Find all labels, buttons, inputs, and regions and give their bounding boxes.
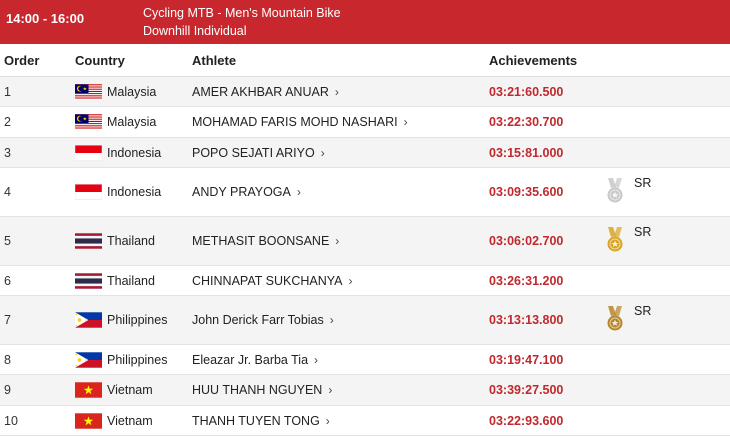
achievement-time: 03:21:60.500 [489, 84, 564, 99]
event-title-line2: Downhill Individual [143, 24, 247, 38]
philippines-flag-icon [75, 312, 102, 328]
record-label: SR [634, 304, 652, 318]
chevron-right-icon[interactable]: › [335, 234, 340, 248]
indonesia-flag-icon [75, 184, 102, 200]
athlete-link[interactable]: CHINNAPAT SUKCHANYA › [192, 274, 353, 288]
athlete-name: POPO SEJATI ARIYO [192, 145, 315, 160]
chevron-right-icon[interactable]: › [329, 313, 334, 327]
row-order: 9 [4, 383, 11, 397]
chevron-right-icon[interactable]: › [325, 413, 330, 428]
silver-medal-icon [605, 178, 625, 204]
athlete-link[interactable]: POPO SEJATI ARIYO › [192, 146, 325, 160]
row-order: 5 [4, 234, 11, 248]
event-time: 14:00 - 16:00 [6, 11, 85, 26]
table-row[interactable]: 9 Vietnam HUU THANH NGUYEN › 03:39:27.500 [0, 375, 730, 406]
column-achievements: Achievements [489, 53, 578, 68]
athlete-name: AMER AKHBAR ANUAR [192, 84, 329, 99]
achievement-time: 03:26:31.200 [489, 273, 564, 288]
thailand-flag-icon [75, 233, 102, 249]
results-table-header: Order Country Athlete Achievements [0, 44, 730, 77]
athlete-link[interactable]: Eleazar Jr. Barba Tia › [192, 353, 318, 367]
table-row[interactable]: 6 Thailand CHINNAPAT SUKCHANYA › 03:26:31.20… [0, 266, 730, 296]
row-order: 10 [4, 413, 18, 428]
row-country: Philippines [107, 352, 168, 367]
chevron-right-icon[interactable]: › [348, 273, 353, 288]
athlete-name: HUU THANH NGUYEN [192, 383, 323, 397]
row-country: Philippines [107, 313, 168, 327]
achievement-time: 03:15:81.000 [489, 145, 564, 160]
achievement-time: 03:22:30.700 [489, 115, 564, 129]
row-country: Vietnam [107, 413, 153, 428]
table-row[interactable]: 7 Philippines John Derick Farr Tobias › 03:1… [0, 296, 730, 345]
athlete-link[interactable]: METHASIT BOONSANE › [192, 234, 339, 248]
chevron-right-icon[interactable]: › [403, 115, 408, 129]
row-order: 8 [4, 352, 11, 367]
malaysia-flag-icon [75, 114, 102, 130]
achievement-time: 03:06:02.700 [489, 234, 564, 248]
row-country: Indonesia [107, 145, 162, 160]
results-table-body: 1 Malaysia AMER AKHBAR ANUAR › 03:21:60.500 2… [0, 77, 730, 436]
row-order: 2 [4, 115, 11, 129]
athlete-name: ANDY PRAYOGA [192, 185, 291, 199]
athlete-name: MOHAMAD FARIS MOHD NASHARI [192, 115, 398, 129]
row-country: Vietnam [107, 383, 153, 397]
vietnam-flag-icon [75, 382, 102, 398]
indonesia-flag-icon [75, 144, 102, 161]
chevron-right-icon[interactable]: › [328, 383, 333, 397]
table-row[interactable]: 5 Thailand METHASIT BOONSANE › 03:06:02.700 S… [0, 217, 730, 266]
achievement-time: 03:19:47.100 [489, 352, 564, 367]
event-title-line1: Cycling MTB - Men's Mountain Bike [143, 6, 341, 20]
row-country: Indonesia [107, 185, 162, 199]
bronze-medal-icon [605, 306, 625, 332]
event-header: 14:00 - 16:00 Cycling MTB - Men's Mounta… [0, 0, 730, 44]
gold-medal-icon [605, 227, 625, 253]
athlete-link[interactable]: THANH TUYEN TONG › [192, 414, 330, 428]
row-country: Thailand [107, 273, 155, 288]
column-order: Order [4, 53, 40, 68]
chevron-right-icon[interactable]: › [314, 352, 319, 367]
thailand-flag-icon [75, 272, 102, 289]
vietnam-flag-icon [75, 412, 102, 429]
row-order: 7 [4, 313, 11, 327]
athlete-link[interactable]: MOHAMAD FARIS MOHD NASHARI › [192, 115, 408, 129]
table-row[interactable]: 8 Philippines Eleazar Jr. Barba Tia › 03:19:… [0, 345, 730, 375]
column-country: Country [75, 53, 125, 68]
record-label: SR [634, 176, 652, 190]
athlete-link[interactable]: AMER AKHBAR ANUAR › [192, 85, 339, 99]
row-country: Malaysia [107, 84, 157, 99]
chevron-right-icon[interactable]: › [296, 185, 301, 199]
row-order: 1 [4, 84, 11, 99]
athlete-name: METHASIT BOONSANE [192, 234, 330, 248]
chevron-right-icon[interactable]: › [334, 84, 339, 99]
column-athlete: Athlete [192, 53, 237, 68]
philippines-flag-icon [75, 351, 102, 368]
table-row[interactable]: 10 Vietnam THANH TUYEN TONG › 03:22:93.600 [0, 406, 730, 436]
event-title: Cycling MTB - Men's Mountain Bike Downhi… [143, 4, 341, 40]
achievement-time: 03:09:35.600 [489, 185, 564, 199]
row-order: 4 [4, 185, 11, 199]
athlete-link[interactable]: ANDY PRAYOGA › [192, 185, 301, 199]
row-order: 6 [4, 273, 11, 288]
row-order: 3 [4, 145, 11, 160]
table-row[interactable]: 1 Malaysia AMER AKHBAR ANUAR › 03:21:60.500 [0, 77, 730, 107]
chevron-right-icon[interactable]: › [320, 145, 325, 160]
table-row[interactable]: 2 Malaysia MOHAMAD FARIS MOHD NASHARI › 03:2… [0, 107, 730, 138]
row-country: Malaysia [107, 115, 157, 129]
table-row[interactable]: 3 Indonesia POPO SEJATI ARIYO › 03:15:81.000 [0, 138, 730, 168]
athlete-name: THANH TUYEN TONG [192, 413, 320, 428]
row-country: Thailand [107, 234, 155, 248]
achievement-time: 03:39:27.500 [489, 383, 564, 397]
table-row[interactable]: 4 Indonesia ANDY PRAYOGA › 03:09:35.600 SR [0, 168, 730, 217]
athlete-name: CHINNAPAT SUKCHANYA [192, 273, 343, 288]
athlete-name: Eleazar Jr. Barba Tia [192, 352, 309, 367]
malaysia-flag-icon [75, 83, 102, 100]
athlete-link[interactable]: HUU THANH NGUYEN › [192, 383, 332, 397]
achievement-time: 03:13:13.800 [489, 313, 564, 327]
athlete-name: John Derick Farr Tobias [192, 313, 324, 327]
athlete-link[interactable]: John Derick Farr Tobias › [192, 313, 334, 327]
record-label: SR [634, 225, 652, 239]
achievement-time: 03:22:93.600 [489, 413, 564, 428]
